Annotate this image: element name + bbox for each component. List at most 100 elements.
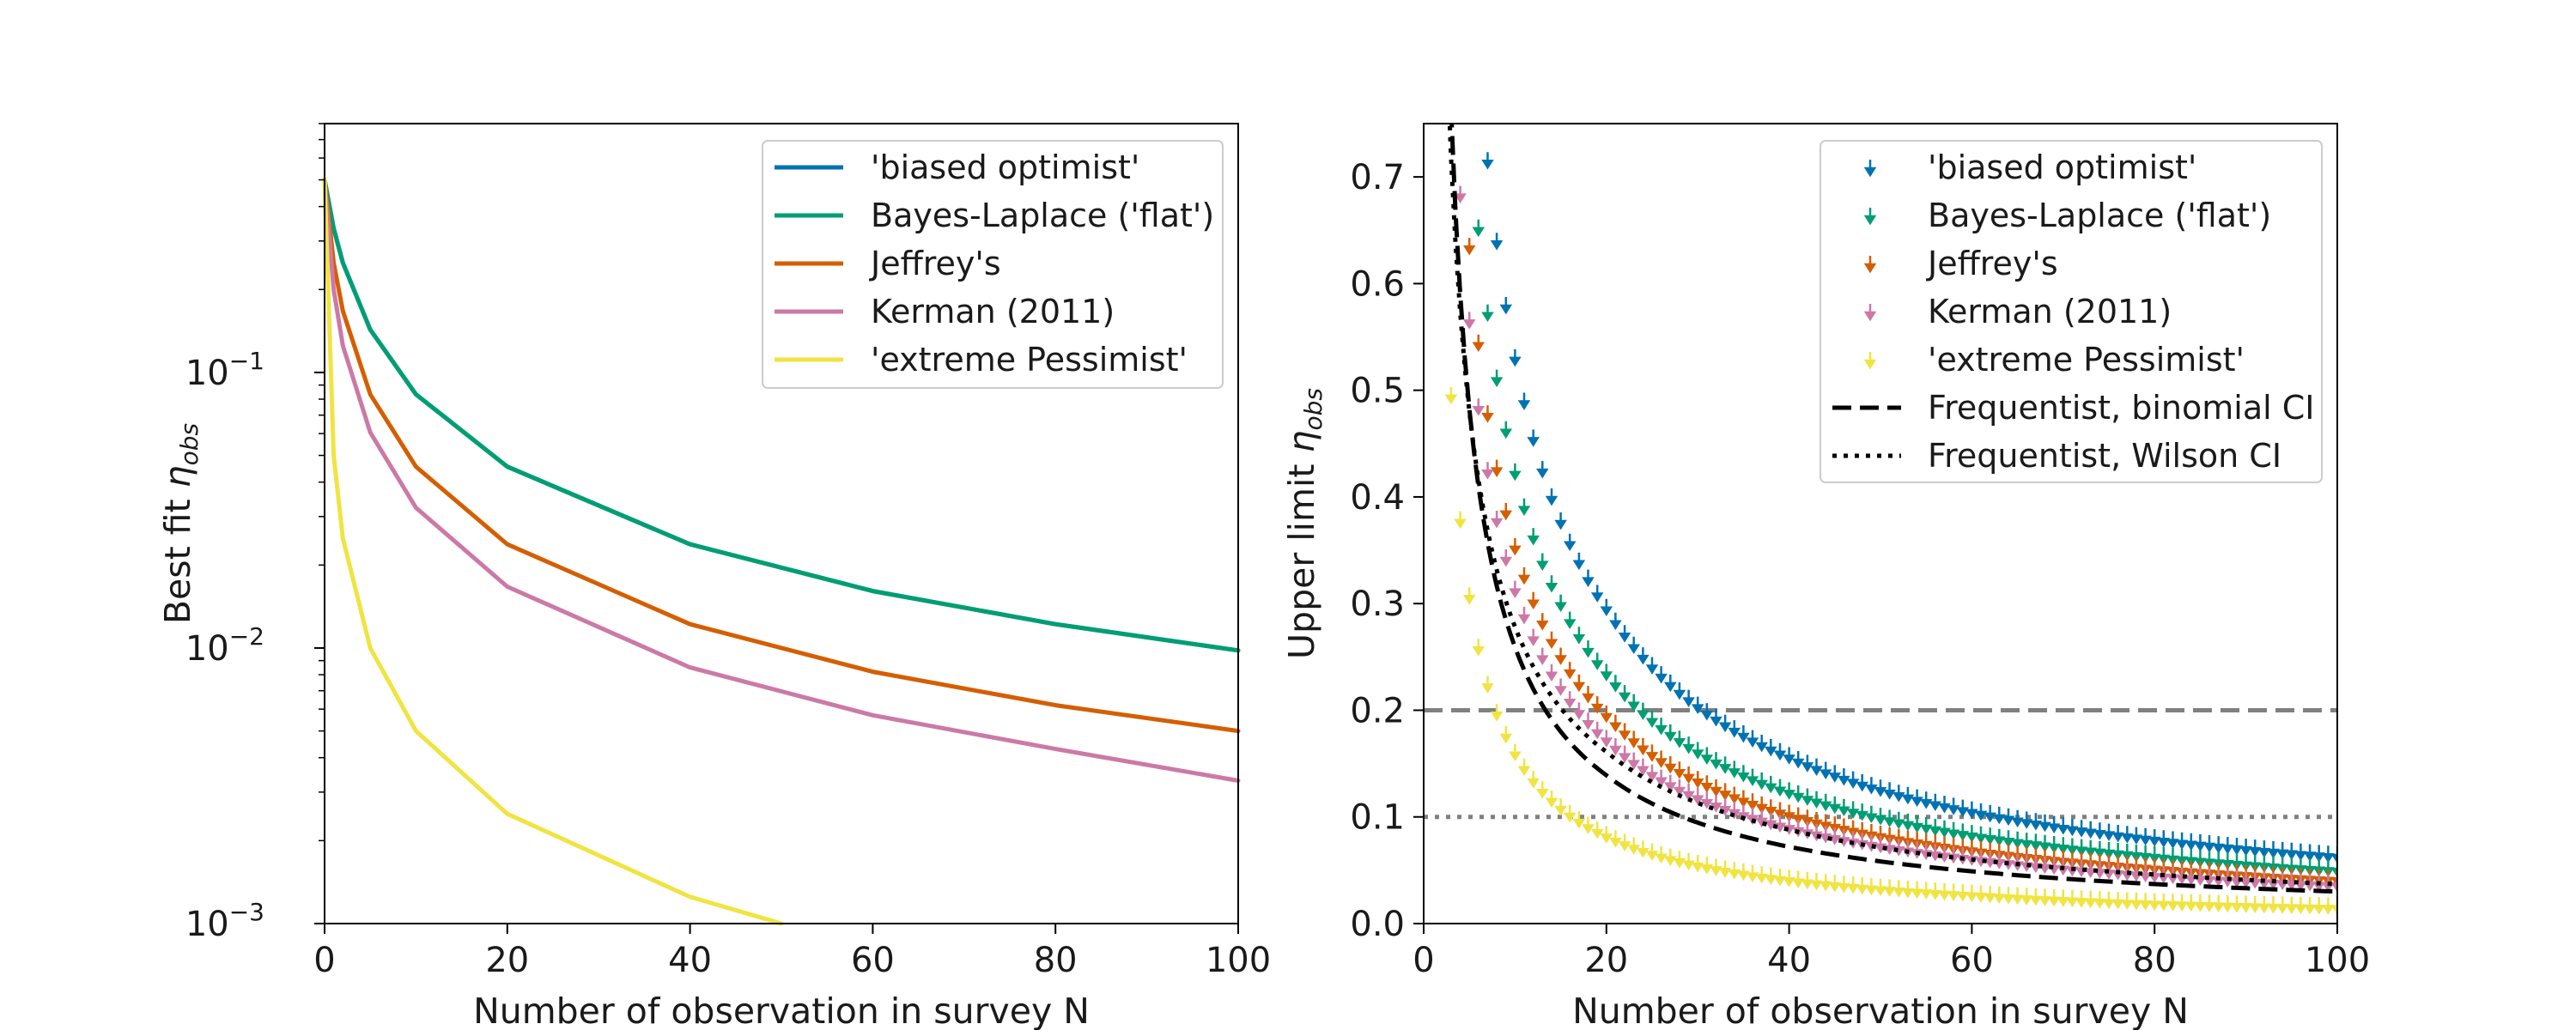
right-upper-limit-marker — [2330, 875, 2337, 893]
right-upper-limit-marker — [2011, 887, 2024, 906]
right-upper-limit-marker — [2157, 894, 2171, 912]
right-upper-limit-marker — [2285, 842, 2299, 861]
right-upper-limit-marker — [1481, 676, 1494, 694]
right-legend-box — [1820, 140, 2323, 483]
right-upper-limit-marker — [1637, 647, 1649, 665]
right-upper-limit-marker — [1499, 549, 1513, 567]
right-upper-limit-marker — [2230, 838, 2244, 856]
right-upper-limit-marker — [1462, 238, 1476, 256]
right-upper-limit-marker — [1846, 801, 1860, 819]
right-upper-limit-marker — [1791, 785, 1805, 803]
right-upper-limit-marker — [2303, 897, 2317, 915]
right-upper-limit-marker — [1883, 782, 1896, 800]
left-x-tick-label: 80 — [1034, 941, 1078, 980]
right-upper-limit-marker — [2029, 888, 2043, 906]
right-upper-limit-marker — [1590, 721, 1604, 740]
right-upper-limit-marker — [1911, 815, 1923, 833]
right-upper-limit-marker — [1901, 813, 1915, 832]
right-upper-limit-marker — [2093, 822, 2106, 840]
right-upper-limit-marker — [1700, 747, 1714, 765]
right-upper-limit-marker — [1874, 826, 1887, 844]
right-upper-limit-marker — [1737, 863, 1750, 882]
right-upper-limit-marker — [1947, 797, 1960, 815]
right-upper-limit-marker — [1691, 696, 1704, 714]
right-upper-limit-marker — [1691, 855, 1704, 873]
right-upper-limit-marker — [1819, 793, 1832, 812]
right-upper-limit-marker — [2002, 830, 2015, 848]
right-legend-label: Frequentist, binomial CI — [1928, 389, 2315, 427]
right-upper-limit-marker — [1590, 652, 1604, 670]
right-upper-limit-marker — [2121, 844, 2134, 862]
right-upper-limit-marker — [1545, 663, 1558, 682]
right-upper-limit-marker — [1865, 777, 1878, 795]
right-upper-limit-marker — [1472, 639, 1485, 657]
right-upper-limit-marker — [1746, 730, 1759, 748]
right-upper-limit-marker — [1783, 869, 1795, 888]
left-x-tick-label: 40 — [668, 941, 712, 980]
left-series-line-1 — [322, 178, 1241, 653]
right-x-tick-label: 40 — [1767, 941, 1811, 980]
right-upper-limit-marker — [1655, 666, 1668, 684]
right-upper-limit-marker — [1627, 752, 1640, 770]
right-upper-limit-marker — [2322, 845, 2335, 863]
right-upper-limit-marker — [1956, 884, 1970, 902]
right-upper-limit-marker — [2129, 863, 2143, 882]
right-upper-limit-marker — [2093, 891, 2106, 909]
right-upper-limit-marker — [1481, 152, 1494, 170]
right-upper-limit-marker — [1765, 775, 1777, 794]
right-upper-limit-marker — [2148, 865, 2161, 883]
right-upper-limit-marker — [1536, 461, 1549, 479]
right-upper-limit-marker — [1691, 771, 1704, 789]
right-plot-frame — [1423, 123, 2338, 924]
right-upper-limit-marker — [1846, 820, 1860, 839]
right-upper-limit-marker — [1737, 765, 1750, 783]
right-y-label-symbol: η — [1281, 431, 1322, 453]
right-upper-limit-marker — [1637, 737, 1649, 756]
right-upper-limit-marker — [1773, 742, 1787, 761]
right-upper-limit-marker — [1791, 751, 1805, 769]
left-x-tick-label: 0 — [313, 941, 335, 980]
right-upper-limit-marker — [1490, 459, 1504, 477]
right-upper-limit-marker — [1911, 789, 1923, 807]
right-upper-limit-marker — [1582, 816, 1595, 834]
right-upper-limit-marker — [1773, 779, 1787, 797]
right-upper-limit-marker — [1865, 877, 1878, 896]
right-upper-limit-marker — [2267, 896, 2280, 914]
right-upper-limit-marker — [1563, 533, 1577, 552]
right-upper-limit-marker — [2184, 894, 2198, 912]
right-upper-limit-marker — [1883, 837, 1896, 855]
right-upper-limit-marker — [1554, 594, 1567, 613]
right-upper-limit-marker — [1947, 883, 1960, 901]
right-upper-limit-marker — [2221, 837, 2234, 855]
right-upper-limit-marker — [2212, 836, 2225, 854]
right-upper-limit-marker — [1499, 502, 1513, 521]
right-x-tick-label: 20 — [1584, 941, 1628, 980]
right-upper-limit-marker — [1499, 297, 1513, 315]
right-upper-limit-marker — [1710, 709, 1722, 727]
right-x-tick-label: 100 — [2305, 941, 2370, 980]
right-upper-limit-marker — [2230, 895, 2244, 913]
right-upper-limit-marker — [2084, 860, 2097, 878]
right-upper-limit-marker — [1691, 742, 1704, 760]
right-upper-limit-marker — [1947, 821, 1960, 840]
right-upper-limit-marker — [1974, 803, 1988, 821]
left-chart: 0 20 40 60 80 100 10−1 10−2 10−3 Number of obse… — [157, 123, 1271, 1030]
left-y-label-main: Best fit — [157, 488, 198, 624]
left-plot-frame — [324, 123, 1239, 924]
right-upper-limit-marker — [1545, 790, 1558, 809]
right-upper-limit-marker — [1956, 799, 1970, 817]
right-upper-limit-marker — [1582, 712, 1595, 730]
right-upper-limit-marker — [1874, 779, 1887, 797]
right-upper-limit-marker — [2047, 888, 2061, 907]
right-upper-limit-marker — [1965, 825, 1978, 843]
right-upper-limit-marker — [2111, 843, 2124, 861]
right-upper-limit-marker — [1490, 233, 1504, 251]
left-series-line-4 — [322, 178, 784, 926]
right-upper-limit-marker — [2275, 857, 2289, 875]
right-upper-limit-marker — [1682, 852, 1695, 871]
right-upper-limit-marker — [2166, 831, 2179, 849]
right-upper-limit-marker — [1572, 811, 1586, 829]
right-upper-limit-marker — [1664, 848, 1677, 866]
right-upper-limit-marker — [1838, 798, 1850, 817]
right-upper-limit-marker — [1673, 851, 1686, 869]
